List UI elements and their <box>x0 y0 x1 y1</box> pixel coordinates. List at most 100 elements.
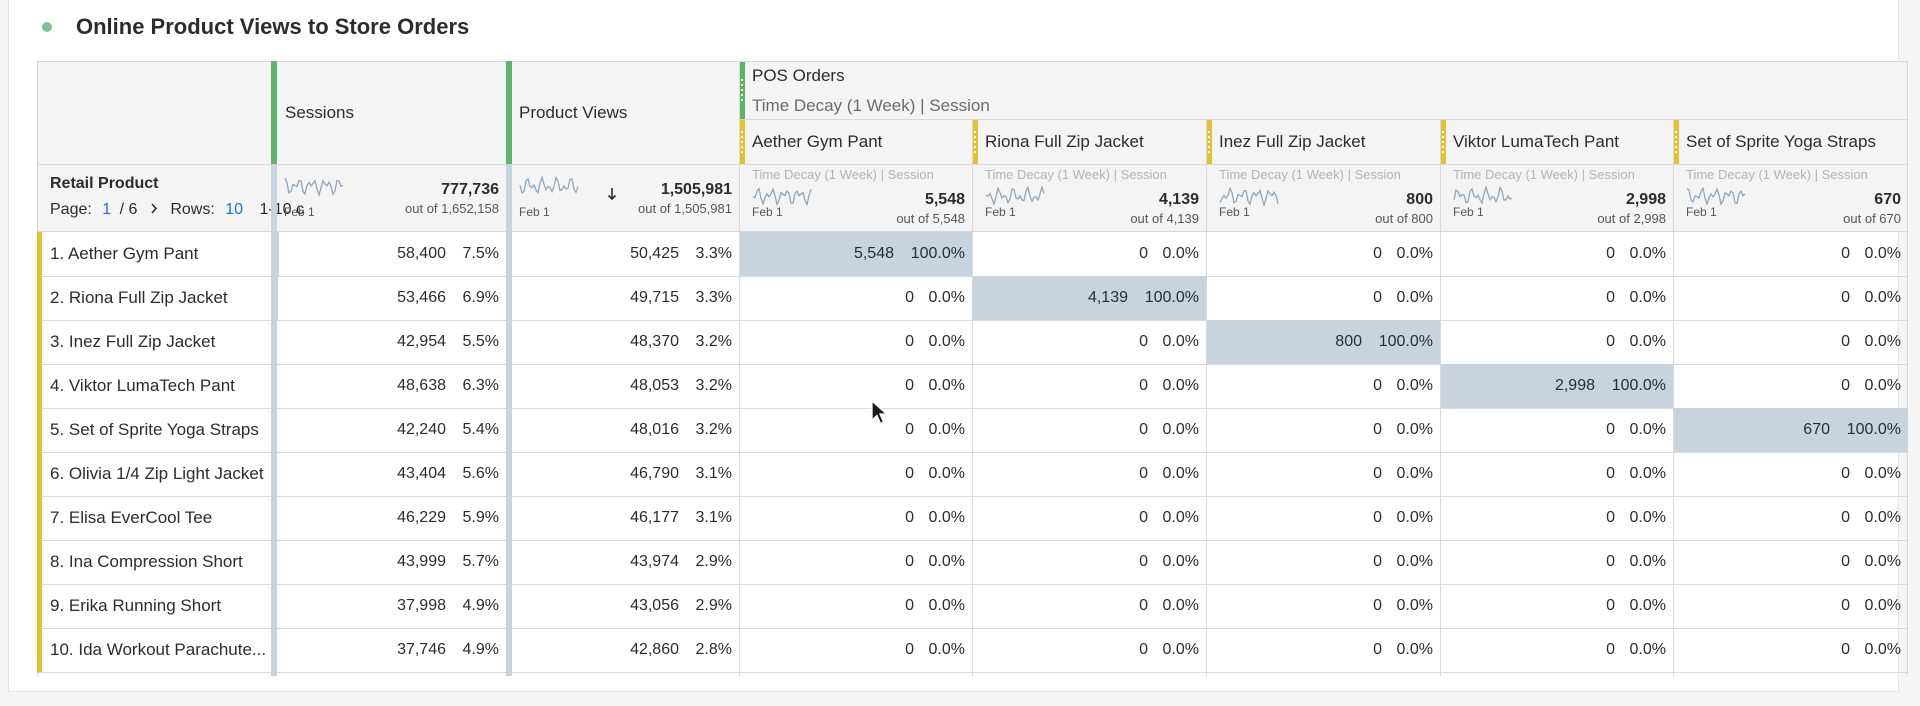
cell-percent: 5.6% <box>462 465 499 482</box>
sparkline-start-label: Feb 1 <box>1453 205 1484 219</box>
cell-value: 53,466 <box>397 289 446 306</box>
column-total: 1,505,981 <box>660 181 732 198</box>
cell-value: 0 <box>1841 377 1850 394</box>
cell-value: 0 <box>1841 597 1850 614</box>
column-attribution-note: Time Decay (1 Week) | Session <box>1686 167 1868 182</box>
sparkline <box>519 175 579 195</box>
panel-title[interactable]: Online Product Views to Store Orders <box>76 14 470 39</box>
rows-per-page-link[interactable]: 10 <box>225 201 244 218</box>
column-header-pos-item[interactable]: Aether Gym Pant <box>752 132 883 151</box>
cell-percent: 0.0% <box>1162 465 1199 482</box>
cell-value: 670 <box>1803 421 1830 438</box>
divider <box>271 61 277 676</box>
column-total: 2,998 <box>1625 191 1666 208</box>
cell-value: 42,240 <box>397 421 446 438</box>
arrow-down-icon[interactable] <box>607 187 617 206</box>
table-row[interactable]: 5. Set of Sprite Yoga Straps 42,240 5.4% 48… <box>37 408 1908 452</box>
column-group-header-pos-orders[interactable]: POS Orders <box>752 66 845 85</box>
column-attribution-note: Time Decay (1 Week) | Session <box>1219 167 1401 182</box>
pagination: Page: 1 / 6 Rows: 10 1-10 c <box>50 201 304 219</box>
row-color-bar <box>37 320 42 364</box>
cell-value: 42,954 <box>397 333 446 350</box>
cell-percent: 3.2% <box>695 421 732 438</box>
cell-percent: 100.0% <box>910 245 965 262</box>
cell-percent: 0.0% <box>1396 465 1433 482</box>
row-label[interactable]: 4. Viktor LumaTech Pant <box>50 376 235 395</box>
divider <box>739 119 1908 120</box>
dimension-header[interactable]: Retail Product <box>50 175 159 192</box>
cell-value: 48,370 <box>630 333 679 350</box>
row-label[interactable]: 6. Olivia 1/4 Zip Light Jacket <box>50 464 264 483</box>
cell-percent: 0.0% <box>1396 597 1433 614</box>
column-header-product-views[interactable]: Product Views <box>519 103 628 122</box>
row-color-bar <box>37 628 42 672</box>
cell-value: 0 <box>1606 641 1615 658</box>
cell-value: 0 <box>1841 509 1850 526</box>
row-range: 1-10 c <box>259 201 304 218</box>
cell-value: 37,998 <box>397 597 446 614</box>
row-label[interactable]: 10. Ida Workout Parachute... <box>50 640 267 659</box>
column-header-pos-item[interactable]: Inez Full Zip Jacket <box>1219 132 1366 151</box>
row-label[interactable]: 1. Aether Gym Pant <box>50 244 199 263</box>
table-row[interactable]: 8. Ina Compression Short 43,999 5.7% 43,974… <box>37 540 1908 584</box>
cell-value: 0 <box>1373 245 1382 262</box>
row-label[interactable]: 7. Elisa EverCool Tee <box>50 508 213 527</box>
table-row[interactable]: 2. Riona Full Zip Jacket 53,466 6.9% 49,715… <box>37 276 1908 320</box>
cell-percent: 2.9% <box>695 597 732 614</box>
cell-value: 0 <box>1606 509 1615 526</box>
column-total-out-of: out of 1,505,981 <box>638 201 732 216</box>
cell-value: 0 <box>905 289 914 306</box>
cell-percent: 0.0% <box>1396 289 1433 306</box>
column-color-bar <box>506 61 512 164</box>
cell-percent: 0.0% <box>1864 377 1901 394</box>
column-header-pos-item[interactable]: Viktor LumaTech Pant <box>1453 132 1619 151</box>
drag-handle-icon[interactable] <box>974 131 976 153</box>
column-header-sessions[interactable]: Sessions <box>285 103 354 122</box>
row-color-bar <box>37 364 42 408</box>
cell-percent: 5.5% <box>462 333 499 350</box>
row-label[interactable]: 9. Erika Running Short <box>50 596 222 615</box>
cell-percent: 0.0% <box>1162 333 1199 350</box>
cell-value: 50,425 <box>630 245 679 262</box>
cell-value: 0 <box>905 509 914 526</box>
drag-handle-icon[interactable] <box>741 79 743 101</box>
cell-percent: 0.0% <box>928 465 965 482</box>
sparkline-start-label: Feb 1 <box>1219 205 1250 219</box>
divider <box>739 61 740 676</box>
chevron-right-icon[interactable] <box>150 201 162 218</box>
table-row[interactable]: 3. Inez Full Zip Jacket 42,954 5.5% 48,370 3… <box>37 320 1908 364</box>
table-row[interactable]: 6. Olivia 1/4 Zip Light Jacket 43,404 5.6%… <box>37 452 1908 496</box>
cell-value: 0 <box>905 421 914 438</box>
row-label[interactable]: 8. Ina Compression Short <box>50 552 243 571</box>
table-row[interactable]: 7. Elisa EverCool Tee 46,229 5.9% 46,177 3.1… <box>37 496 1908 540</box>
cell-value: 0 <box>1139 333 1148 350</box>
drag-handle-icon[interactable] <box>1208 131 1210 153</box>
cell-percent: 100.0% <box>1144 289 1199 306</box>
table-row[interactable]: 9. Erika Running Short 37,998 4.9% 43,056 2.… <box>37 584 1908 628</box>
cell-percent: 6.3% <box>462 377 499 394</box>
cell-value: 0 <box>1606 289 1615 306</box>
cell-value: 0 <box>1841 465 1850 482</box>
row-label[interactable]: 5. Set of Sprite Yoga Straps <box>50 420 259 439</box>
drag-handle-icon[interactable] <box>1442 131 1444 153</box>
drag-handle-icon[interactable] <box>741 131 743 153</box>
column-header-pos-item[interactable]: Set of Sprite Yoga Straps <box>1686 132 1876 151</box>
cell-percent: 0.0% <box>1396 421 1433 438</box>
cell-value: 49,715 <box>630 289 679 306</box>
row-label[interactable]: 3. Inez Full Zip Jacket <box>50 332 216 351</box>
table-row[interactable]: 4. Viktor LumaTech Pant 48,638 6.3% 48,053 3… <box>37 364 1908 408</box>
cell-value: 0 <box>1373 553 1382 570</box>
cell-percent: 0.0% <box>1629 289 1666 306</box>
column-header-pos-item[interactable]: Riona Full Zip Jacket <box>985 132 1144 151</box>
cell-value: 37,746 <box>397 641 446 658</box>
cell-percent: 3.1% <box>695 509 732 526</box>
cell-value: 0 <box>1373 509 1382 526</box>
row-color-bar <box>37 540 42 584</box>
cell-percent: 0.0% <box>1629 509 1666 526</box>
drag-handle-icon[interactable] <box>1675 131 1677 153</box>
cell-percent: 100.0% <box>1378 333 1433 350</box>
current-page-link[interactable]: 1 <box>102 201 112 218</box>
cell-value: 48,053 <box>630 377 679 394</box>
row-label[interactable]: 2. Riona Full Zip Jacket <box>50 288 228 307</box>
cell-value: 0 <box>1139 377 1148 394</box>
